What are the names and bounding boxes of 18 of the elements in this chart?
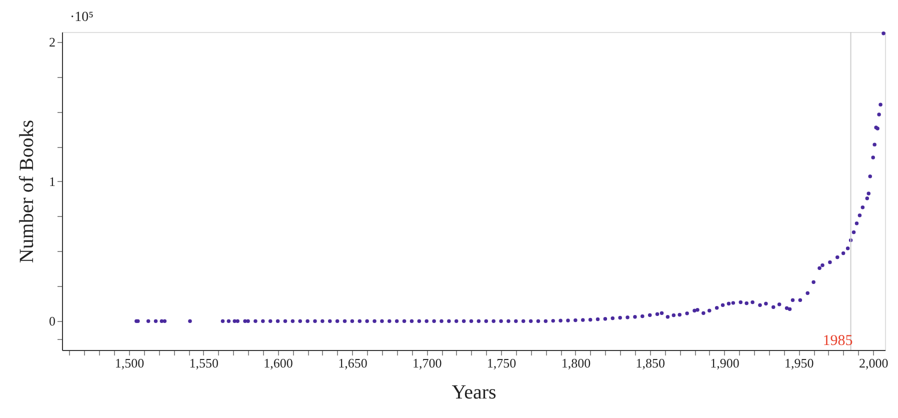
ref-line-label: 1985 [822, 333, 853, 349]
x-tick-label: 1,750 [486, 356, 516, 370]
y-tick-label: 2 [49, 34, 56, 50]
x-tick-label: 2,000 [858, 356, 888, 370]
y-axis-title: Number of Books [16, 120, 38, 264]
x-tick-label: 1,650 [338, 356, 368, 370]
x-tick-label: 1,950 [784, 356, 814, 370]
x-tick-label: 1,550 [189, 356, 219, 370]
text: ·10⁵ [70, 10, 94, 25]
x-tick-label: 1,500 [114, 356, 144, 370]
x-tick-label: 1,600 [264, 356, 293, 370]
x-tick-label: 1,800 [561, 356, 591, 370]
y-tick-label: 1 [49, 174, 56, 189]
x-tick-label: 1,700 [412, 356, 442, 370]
x-axis-title: Years [452, 382, 497, 404]
y-tick-label: 0 [49, 314, 56, 329]
x-tick-label: 1,850 [636, 356, 665, 370]
x-tick-label: 1,900 [710, 356, 740, 370]
